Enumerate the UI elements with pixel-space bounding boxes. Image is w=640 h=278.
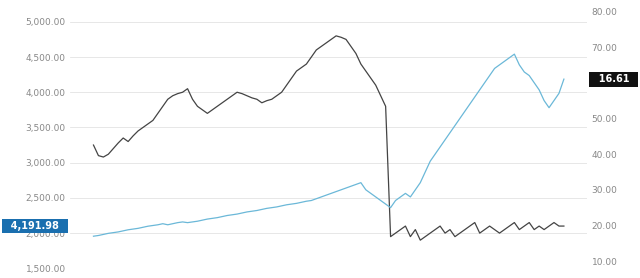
Text: 4,191.98: 4,191.98 xyxy=(4,221,66,231)
Text: 16.61: 16.61 xyxy=(591,74,636,84)
